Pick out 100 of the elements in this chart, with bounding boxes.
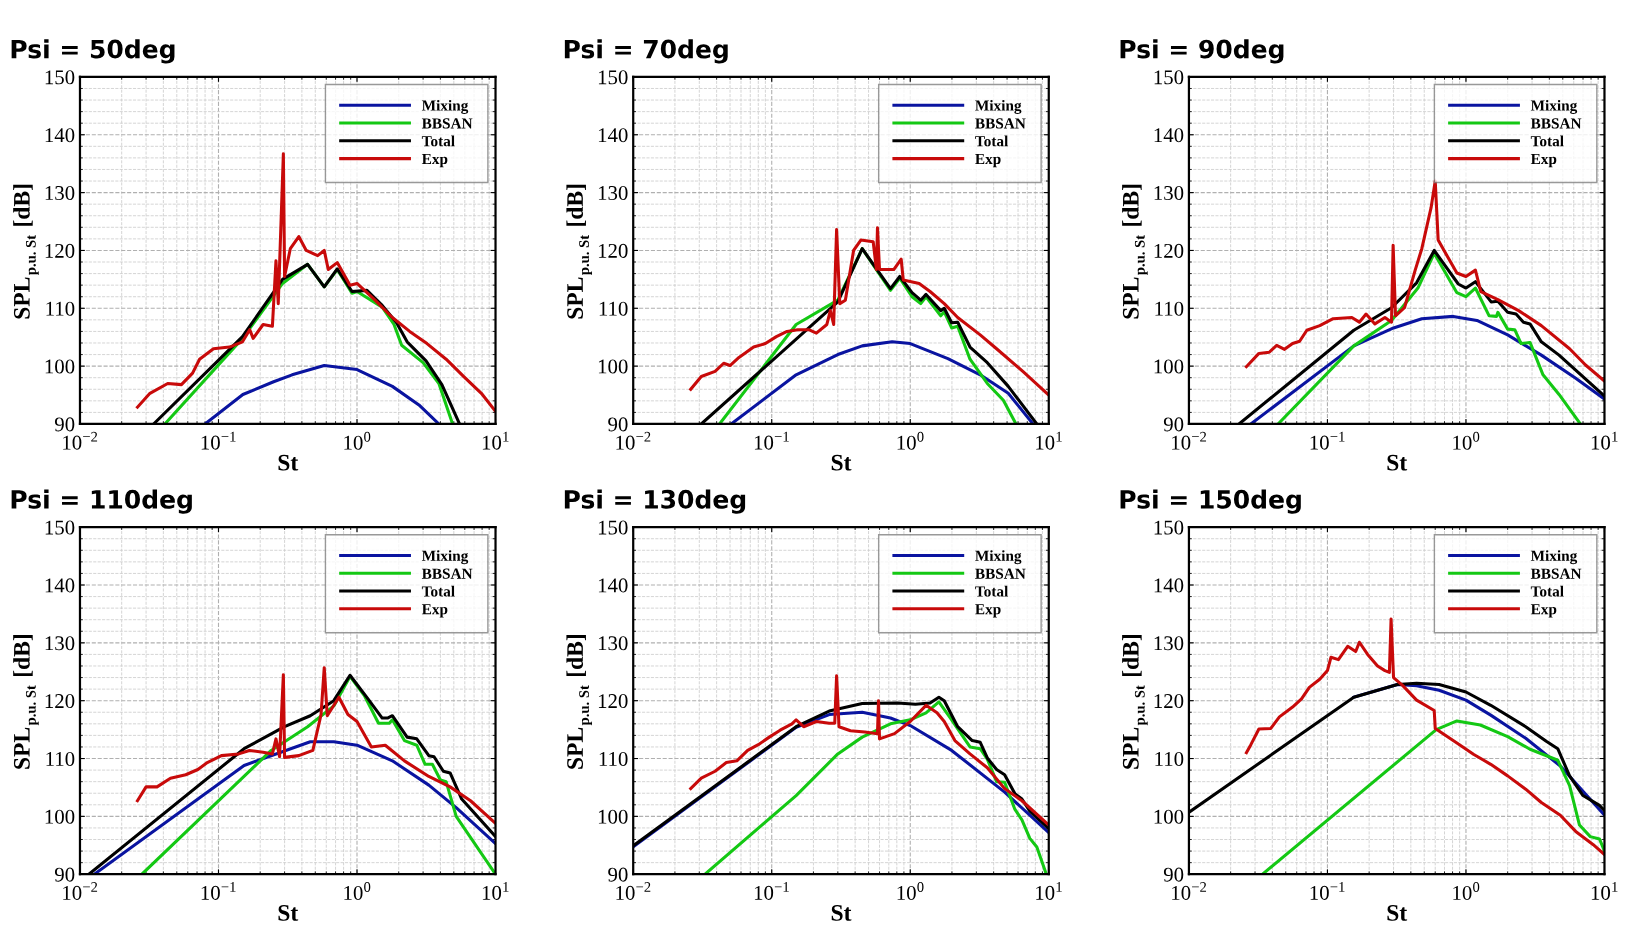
legend-label: Total — [1530, 135, 1564, 147]
x-tick-label: 10$^{1}$ — [1591, 882, 1618, 900]
x-tick-label: 10$^{1}$ — [482, 882, 509, 900]
y-tick-label: 110 — [46, 751, 75, 766]
y-tick-label: 130 — [598, 185, 628, 201]
y-axis-title: SPLp.u. St [dB] — [566, 184, 592, 319]
legend-label: Exp — [975, 153, 1001, 168]
y-axis-title: SPLp.u. St [dB] — [13, 184, 39, 319]
x-tick-label: 10$^{−2}$ — [1172, 882, 1207, 900]
y-tick-label: 110 — [599, 751, 628, 766]
y-tick-label: 90 — [54, 417, 75, 432]
x-axis-title: St — [278, 904, 299, 921]
legend-label: Exp — [1530, 153, 1557, 168]
y-tick-label: 110 — [46, 301, 75, 316]
x-tick-label: 10$^{−1}$ — [201, 431, 236, 450]
legend-label: Total — [1530, 585, 1564, 597]
y-tick-label: 130 — [598, 636, 628, 651]
x-tick-label: 10$^{−1}$ — [1310, 882, 1345, 900]
x-tick-label: 10$^{−2}$ — [63, 431, 98, 450]
x-tick-label: 10$^{−2}$ — [63, 882, 98, 900]
legend-label: Exp — [1530, 604, 1557, 618]
legend-label: BBSAN — [1530, 568, 1582, 579]
y-tick-label: 150 — [598, 520, 628, 535]
y-tick-label: 150 — [45, 70, 75, 85]
legend-label: BBSAN — [1530, 118, 1582, 129]
x-tick-label: 10$^{0}$ — [344, 882, 371, 900]
x-tick-label: 10$^{−2}$ — [616, 882, 651, 900]
legend-label: BBSAN — [421, 118, 473, 129]
y-tick-label: 90 — [1163, 867, 1184, 882]
y-tick-label: 150 — [1154, 520, 1184, 535]
x-tick-label: 10$^{−1}$ — [754, 431, 789, 450]
x-axis-title: St — [831, 904, 852, 921]
y-tick-label: 130 — [1154, 636, 1184, 651]
y-tick-label: 90 — [54, 867, 75, 882]
y-tick-label: 100 — [1154, 359, 1184, 374]
y-tick-label: 110 — [1155, 751, 1184, 766]
legend-label: Exp — [421, 604, 448, 618]
y-tick-label: 140 — [598, 128, 628, 143]
y-axis-title: SPLp.u. St [dB] — [1122, 184, 1148, 319]
legend-label: BBSAN — [975, 568, 1026, 579]
legend-label: Total — [421, 135, 455, 147]
x-axis-title: St — [831, 454, 852, 471]
legend-label: Total — [975, 585, 1009, 597]
x-tick-label: 10$^{0}$ — [897, 882, 924, 900]
y-tick-label: 120 — [45, 243, 75, 258]
y-axis-title: SPLp.u. St [dB] — [1122, 634, 1148, 769]
y-tick-label: 150 — [45, 520, 75, 535]
y-tick-label: 100 — [1154, 809, 1184, 824]
x-tick-label: 10$^{−2}$ — [1172, 431, 1207, 450]
x-tick-label: 10$^{−1}$ — [754, 882, 789, 900]
y-tick-label: 140 — [45, 128, 75, 143]
chart-title: Psi = 130deg — [564, 489, 746, 514]
x-tick-label: 10$^{−1}$ — [201, 882, 236, 900]
legend-label: Exp — [421, 153, 448, 168]
x-tick-label: 10$^{1}$ — [1036, 882, 1062, 900]
y-tick-label: 150 — [1154, 70, 1184, 85]
y-tick-label: 120 — [1154, 243, 1184, 258]
x-tick-label: 10$^{1}$ — [1036, 431, 1062, 450]
legend-label: Total — [421, 585, 455, 597]
x-tick-label: 10$^{0}$ — [344, 431, 371, 450]
x-tick-label: 10$^{0}$ — [1453, 431, 1480, 450]
y-tick-label: 120 — [598, 694, 628, 709]
legend-label: Exp — [975, 604, 1001, 618]
y-tick-label: 90 — [1163, 417, 1184, 432]
chart-title: Psi = 150deg — [1120, 489, 1301, 514]
legend-label: Mixing — [1530, 99, 1578, 114]
y-tick-label: 100 — [598, 809, 628, 824]
y-tick-label: 120 — [598, 243, 628, 258]
legend-label: Mixing — [421, 99, 469, 114]
legend-label: BBSAN — [421, 568, 473, 579]
y-tick-label: 120 — [1154, 694, 1184, 709]
x-axis-title: St — [1387, 904, 1408, 921]
chart-title: Psi = 110deg — [11, 489, 192, 514]
y-tick-label: 140 — [598, 578, 628, 593]
y-tick-label: 130 — [45, 185, 75, 201]
y-axis-title: SPLp.u. St [dB] — [566, 634, 592, 769]
y-tick-label: 140 — [45, 578, 75, 593]
y-axis-title: SPLp.u. St [dB] — [13, 634, 39, 769]
chart-title: Psi = 70deg — [564, 39, 728, 64]
x-tick-label: 10$^{1}$ — [1591, 431, 1618, 450]
x-tick-label: 10$^{1}$ — [482, 431, 509, 450]
y-tick-label: 90 — [608, 417, 628, 432]
legend-label: Total — [975, 135, 1009, 147]
legend-label: Mixing — [975, 99, 1022, 114]
x-tick-label: 10$^{−2}$ — [616, 431, 651, 450]
y-tick-label: 100 — [45, 359, 75, 374]
y-tick-label: 110 — [1155, 301, 1184, 316]
x-tick-label: 10$^{0}$ — [1453, 882, 1480, 900]
y-tick-label: 110 — [599, 301, 628, 316]
x-axis-title: St — [1387, 454, 1408, 471]
legend-label: Mixing — [421, 550, 469, 565]
y-tick-label: 140 — [1154, 578, 1184, 593]
x-tick-label: 10$^{0}$ — [897, 431, 924, 450]
x-axis-title: St — [278, 454, 299, 471]
y-tick-label: 100 — [45, 809, 75, 824]
chart-title: Psi = 90deg — [1120, 39, 1284, 64]
y-tick-label: 130 — [45, 636, 75, 651]
chart-title: Psi = 50deg — [11, 39, 175, 64]
y-tick-label: 100 — [598, 359, 628, 374]
y-tick-label: 90 — [608, 867, 628, 882]
